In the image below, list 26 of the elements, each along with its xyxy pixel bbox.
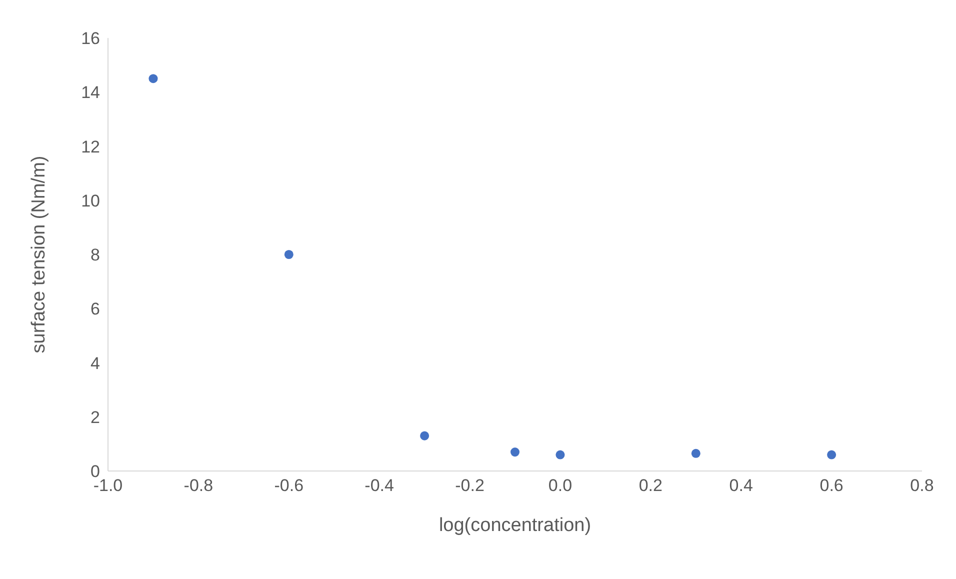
x-tick-label: 0.8	[910, 476, 934, 496]
point	[284, 250, 294, 260]
point	[556, 450, 565, 460]
y-tick-label: 8	[90, 246, 100, 265]
point	[510, 448, 520, 457]
x-axis-title: log(concentration)	[438, 515, 592, 536]
x-tick-label: 0.2	[638, 476, 662, 496]
x-tick-label: -0.6	[274, 476, 304, 496]
y-axis-title: surface tension (Nm/m)	[28, 156, 50, 354]
y-tick-label: 10	[81, 191, 100, 210]
y-tick-label: 12	[81, 137, 100, 156]
point	[420, 431, 430, 440]
x-tick-label: 0.0	[548, 476, 572, 496]
y-tick-label: 4	[90, 354, 100, 373]
y-tick-label: 14	[81, 83, 100, 102]
point	[691, 448, 700, 458]
y-tick-label: 2	[90, 408, 100, 427]
point	[148, 74, 158, 84]
x-tick-label: 0.4	[729, 476, 753, 496]
y-tick-label: 16	[81, 29, 100, 48]
x-tick-label: -0.4	[364, 476, 394, 496]
x-tick-label: -0.2	[455, 476, 484, 496]
x-tick-label: -0.8	[184, 476, 214, 496]
point	[827, 450, 836, 460]
x-tick-label: 0.6	[820, 476, 844, 496]
y-tick-label: 6	[90, 300, 100, 319]
